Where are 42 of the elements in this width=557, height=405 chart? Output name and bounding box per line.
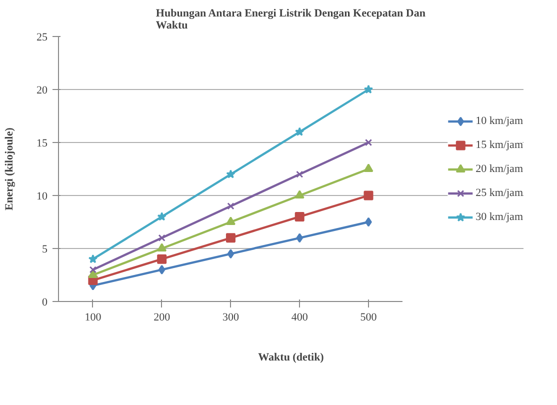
point (157, 212, 166, 221)
legend-label: 15 km/jam (476, 138, 523, 150)
point (364, 190, 374, 200)
point (88, 254, 98, 264)
x-tick-label: 300 (222, 312, 240, 324)
point (88, 270, 98, 278)
x-tick-label: 500 (360, 312, 378, 324)
chart-title: Hubungan Antara Energi Listrik Dengan Kecepatan Dan Waktu (156, 8, 426, 32)
point (364, 164, 374, 172)
y-tick-label: 20 (36, 84, 48, 96)
point (365, 217, 372, 227)
point (226, 170, 236, 178)
point (296, 233, 304, 243)
point (296, 170, 304, 178)
y-tick-label: 0 (42, 296, 48, 308)
point (157, 243, 167, 252)
point (364, 84, 374, 94)
point (295, 127, 304, 136)
point (226, 216, 236, 226)
point (157, 254, 167, 264)
x-tick-label: 200 (154, 312, 171, 324)
y-tick-label: 15 (36, 138, 48, 150)
y-axis-title: Energi (kilojoule) (4, 127, 16, 210)
point (294, 190, 304, 199)
legend-label: 25 km/jam (476, 186, 523, 198)
point (89, 266, 97, 274)
point (294, 212, 304, 222)
x-tick-label: 400 (291, 312, 308, 324)
point (227, 202, 234, 210)
legend-label: 30 km/jam (476, 210, 523, 222)
point (226, 233, 236, 243)
y-tick-label: 25 (36, 32, 48, 44)
legend-label: 20 km/jam (476, 162, 523, 174)
point (364, 138, 372, 146)
point (158, 264, 166, 274)
x-tick-label: 100 (84, 312, 102, 324)
y-tick-label: 10 (36, 190, 48, 202)
point (158, 234, 166, 242)
point (227, 249, 234, 259)
y-tick-label: 5 (42, 244, 48, 256)
legend-label: 10 km/jam (476, 114, 523, 126)
x-axis-title: Waktu (detik) (258, 352, 324, 364)
